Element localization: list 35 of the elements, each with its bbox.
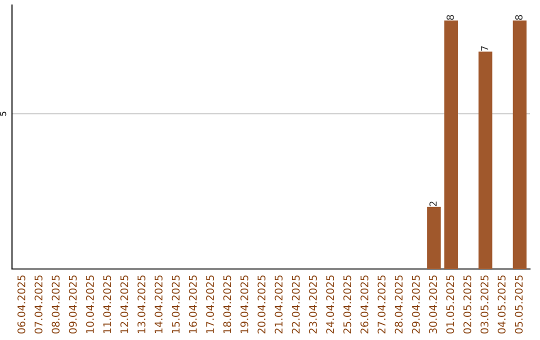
x-tick-label: 01.05.2025 [446, 275, 454, 334]
x-tick-label: 16.04.2025 [188, 275, 197, 334]
x-tick-label: 20.04.2025 [258, 275, 266, 334]
x-tick-label: 28.04.2025 [394, 275, 403, 334]
x-tick-label: 23.04.2025 [309, 275, 317, 334]
x-tick-label: 09.04.2025 [68, 275, 77, 334]
x-tick-label: 07.04.2025 [34, 275, 42, 334]
x-tick-label: 13.04.2025 [138, 275, 146, 334]
data-label: 8 [515, 15, 523, 20]
x-tick-label: 02.05.2025 [463, 275, 472, 334]
y-tick-label: 5 [0, 112, 6, 116]
data-label: 7 [481, 46, 488, 51]
x-tick-label: 12.04.2025 [120, 275, 128, 334]
x-tick-label: 30.04.2025 [429, 275, 437, 334]
x-tick-label: 25.04.2025 [343, 275, 352, 334]
x-tick-label: 22.04.2025 [292, 275, 300, 334]
data-label: 8 [446, 15, 454, 20]
x-tick-label: 21.04.2025 [274, 275, 283, 334]
x-tick-label: 18.04.2025 [223, 275, 232, 334]
x-tick-label: 05.05.2025 [514, 275, 523, 334]
x-tick-label: 10.04.2025 [86, 275, 94, 334]
x-tick-label: 26.04.2025 [360, 275, 368, 334]
x-tick-label: 14.04.2025 [154, 275, 163, 334]
x-tick-label: 29.04.2025 [412, 275, 420, 334]
x-tick-label: 24.04.2025 [326, 275, 334, 334]
x-tick-label: 04.05.2025 [498, 275, 506, 334]
x-tick-label: 08.04.2025 [52, 275, 60, 334]
x-tick-label: 27.04.2025 [378, 275, 386, 334]
x-tick-label: 03.05.2025 [480, 275, 488, 334]
data-label: 2 [429, 202, 437, 206]
x-tick-label: 06.04.2025 [17, 275, 26, 334]
x-tick-label: 17.04.2025 [206, 275, 214, 334]
x-tick-label: 19.04.2025 [240, 275, 248, 334]
x-tick-label: 15.04.2025 [172, 275, 180, 334]
x-tick-label: 11.04.2025 [103, 275, 112, 334]
